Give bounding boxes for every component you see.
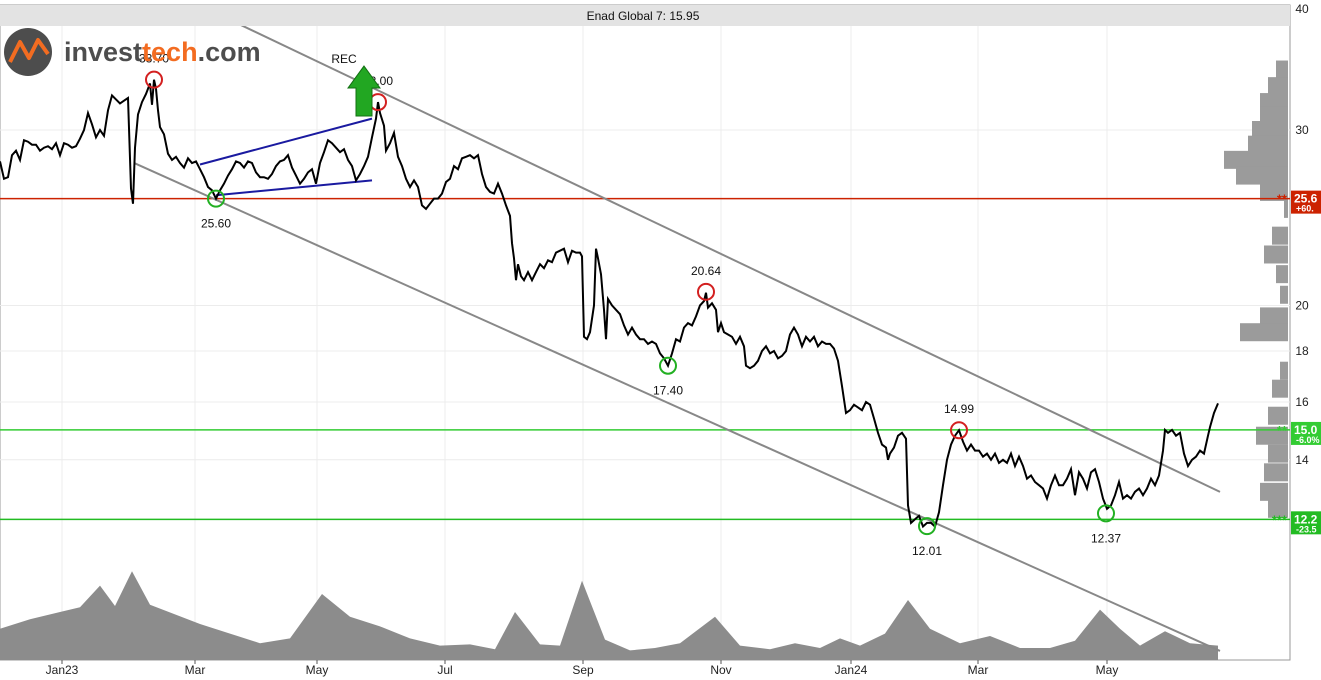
y-tick-label: 16 — [1295, 395, 1309, 409]
level-stars: ** — [1277, 192, 1288, 207]
volume-profile-bar — [1268, 406, 1288, 425]
volume-profile-bar — [1224, 150, 1288, 169]
investtech-logo: investtech.com — [4, 28, 261, 76]
logo-text-com: .com — [198, 37, 261, 67]
volume-profile-bar — [1268, 499, 1288, 518]
x-tick-label: Jul — [437, 663, 452, 677]
price-line — [0, 79, 1219, 529]
level-change: +60. — [1296, 204, 1314, 214]
buy-arrow-icon — [347, 65, 381, 117]
pivot-bottom-marker — [207, 189, 225, 208]
volume-profile-bar — [1276, 60, 1288, 79]
pivot-label: 12.37 — [1091, 531, 1121, 545]
volume-profile-bar — [1264, 463, 1288, 482]
pivot-top-marker — [950, 421, 968, 440]
logo-text-tech: tech — [142, 37, 198, 67]
x-tick-label: Mar — [968, 663, 989, 677]
x-tick-label: Mar — [185, 663, 206, 677]
level-stars: *** — [1272, 512, 1288, 527]
level-badge — [1291, 190, 1321, 214]
x-tick-label: May — [306, 663, 329, 677]
logo-zigzag-icon — [8, 38, 50, 63]
volume-profile-bar — [1284, 199, 1288, 218]
y-tick-label: 14 — [1295, 453, 1309, 467]
volume-profile-bar — [1268, 77, 1288, 96]
volume-profile-bar — [1260, 93, 1288, 112]
plot-frame — [0, 4, 1291, 661]
y-tick-label: 30 — [1295, 123, 1309, 137]
trend-line — [215, 179, 373, 197]
x-axis: Jan23 Mar May Jul Sep Nov Jan24 Mar May — [46, 660, 1119, 677]
logo-text-invest: invest — [64, 37, 142, 67]
pivot-bottom-marker — [1097, 504, 1115, 523]
pivot-top-marker — [697, 282, 715, 301]
pivot-label: 14.99 — [944, 402, 974, 416]
pivot-label: 17.40 — [653, 384, 683, 398]
volume-profile-bar — [1236, 166, 1288, 185]
level-change: -23.5 — [1296, 524, 1317, 534]
x-tick-label: Sep — [572, 663, 594, 677]
y-tick-label: 20 — [1295, 298, 1309, 312]
volume-profile — [1224, 60, 1288, 518]
x-tick-label: Nov — [710, 663, 731, 677]
y-tick-label: 18 — [1295, 344, 1309, 358]
pivot-bottom-marker — [659, 356, 677, 375]
pivot-label: 25.60 — [201, 217, 231, 231]
level-change: -6.0% — [1296, 435, 1320, 445]
level-badge — [1291, 511, 1321, 535]
level-value: 15.0 — [1294, 423, 1318, 437]
x-tick-label: Jan24 — [835, 663, 868, 677]
volume-profile-bar — [1264, 245, 1288, 264]
trend-line — [133, 162, 1221, 652]
svg-text:investtech.com: investtech.com — [64, 37, 261, 67]
volume-profile-bar — [1240, 323, 1288, 342]
volume-profile-bar — [1272, 379, 1288, 398]
grid-lines — [0, 26, 1290, 660]
pivot-top-marker — [145, 70, 163, 89]
title-bar — [0, 5, 1290, 26]
level-value: 25.6 — [1294, 192, 1318, 206]
signal-label: REC — [331, 52, 357, 66]
volume-profile-bar — [1272, 226, 1288, 245]
volume-profile-bar — [1280, 361, 1288, 380]
volume-shape — [0, 571, 1218, 660]
trend-line — [199, 117, 373, 166]
chart-title: Enad Global 7: 15.95 — [587, 9, 700, 23]
level-value: 12.2 — [1294, 512, 1318, 526]
volume-area — [0, 571, 1218, 660]
volume-profile-bar — [1280, 285, 1288, 304]
volume-profile-bar — [1260, 182, 1288, 201]
level-labels: 25.6+60. 15.0-6.0% 12.2-23.5 — [1291, 190, 1321, 535]
volume-profile-bar — [1268, 444, 1288, 463]
pivot-bottom-marker — [918, 517, 936, 536]
volume-profile-bar — [1248, 135, 1288, 154]
volume-profile-bar — [1260, 106, 1288, 125]
y-tick-label: 40 — [1295, 2, 1309, 16]
level-stars: ** — [1277, 423, 1288, 438]
x-tick-label: May — [1096, 663, 1119, 677]
x-tick-label: Jan23 — [46, 663, 79, 677]
buy-signal: REC — [331, 52, 381, 117]
pivot-label: 20.64 — [691, 264, 721, 278]
pivot-label: 12.01 — [912, 544, 942, 558]
volume-profile-bar — [1260, 307, 1288, 326]
pivot-label: 33.70 — [139, 52, 169, 66]
volume-profile-bar — [1256, 426, 1288, 445]
level-badge — [1291, 421, 1321, 445]
y-axis: 40 30 20 18 16 14 — [1295, 2, 1309, 467]
volume-profile-bar — [1260, 482, 1288, 501]
volume-profile-bar — [1252, 121, 1288, 139]
volume-profile-bar — [1276, 265, 1288, 284]
